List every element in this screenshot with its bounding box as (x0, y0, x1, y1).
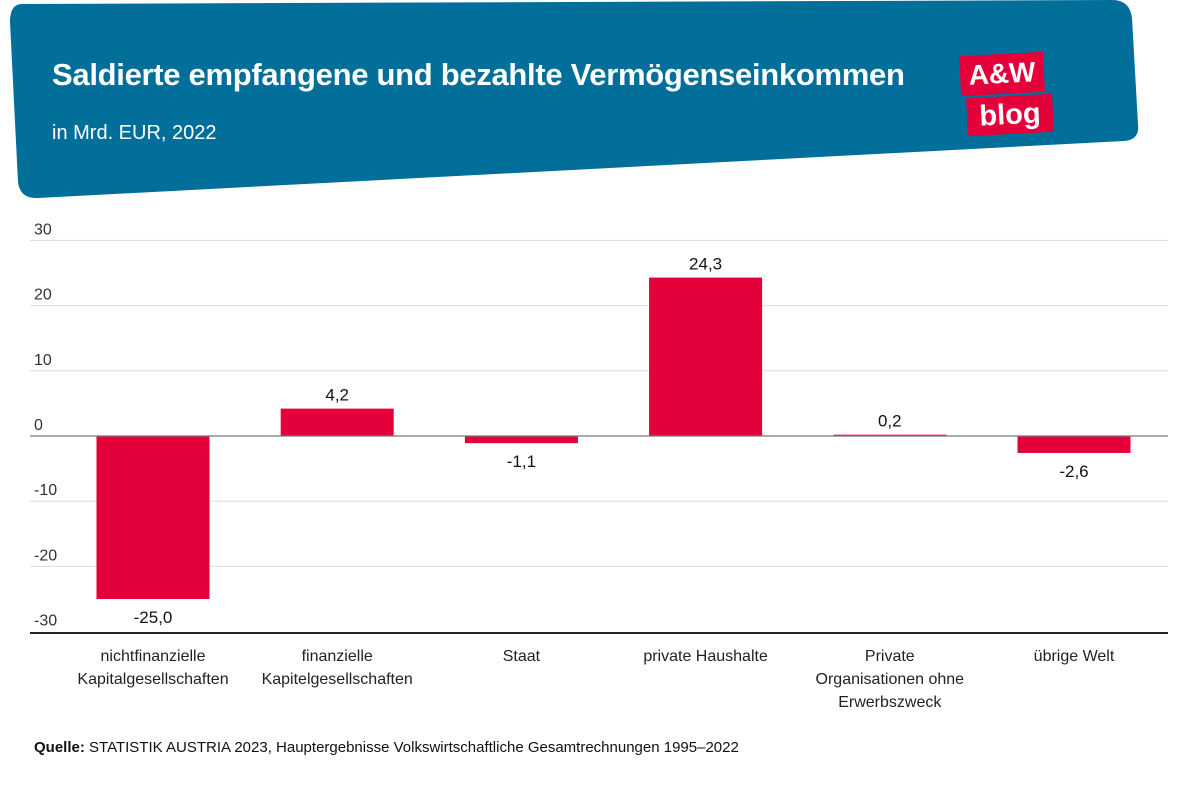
bar (1017, 436, 1131, 453)
chart-subtitle: in Mrd. EUR, 2022 (52, 122, 217, 144)
x-category-label: übrige Welt (1034, 648, 1115, 665)
bar (649, 277, 763, 436)
y-tick-label: 30 (34, 221, 52, 238)
x-category-label: finanzielle (302, 648, 373, 665)
data-label: -25,0 (134, 608, 173, 627)
source-note: Quelle: STATISTIK AUSTRIA 2023, Haupterg… (34, 739, 739, 756)
bar (464, 436, 578, 444)
header-band (10, 0, 1139, 199)
x-category-label: Private (865, 648, 915, 665)
bar (280, 408, 394, 436)
x-category-label: Staat (503, 648, 541, 665)
y-tick-label: 10 (34, 352, 52, 369)
source-text: STATISTIK AUSTRIA 2023, Hauptergebnisse … (84, 739, 739, 756)
y-tick-label: -10 (34, 482, 57, 499)
y-tick-label: 20 (34, 287, 52, 304)
data-label: 4,2 (325, 386, 349, 405)
x-category-label: Erwerbszweck (838, 694, 942, 711)
header-background (10, 0, 1139, 199)
x-category-label: private Haushalte (643, 648, 768, 665)
source-label: Quelle: (34, 739, 85, 756)
y-tick-label: -20 (34, 547, 57, 564)
y-tick-label: 0 (34, 417, 43, 434)
bar (96, 436, 210, 599)
x-category-label: Organisationen ohne (816, 671, 965, 688)
y-tick-label: -30 (34, 613, 57, 630)
data-label: -1,1 (507, 452, 536, 471)
data-label: 0,2 (878, 412, 902, 431)
x-category-label: nichtfinanzielle (101, 648, 206, 665)
bar-chart: 30 20 10 0 -10 -20 -30 -25,0 nichtfinanzielle Kap… (30, 221, 1168, 711)
data-label: -2,6 (1059, 462, 1088, 481)
chart-title: Saldierte empfangene und bezahlte Vermög… (52, 57, 905, 92)
data-label: 24,3 (689, 255, 722, 274)
x-category-label: Kapitelgesellschaften (262, 671, 413, 688)
x-category-label: Kapitalgesellschaften (77, 671, 228, 688)
